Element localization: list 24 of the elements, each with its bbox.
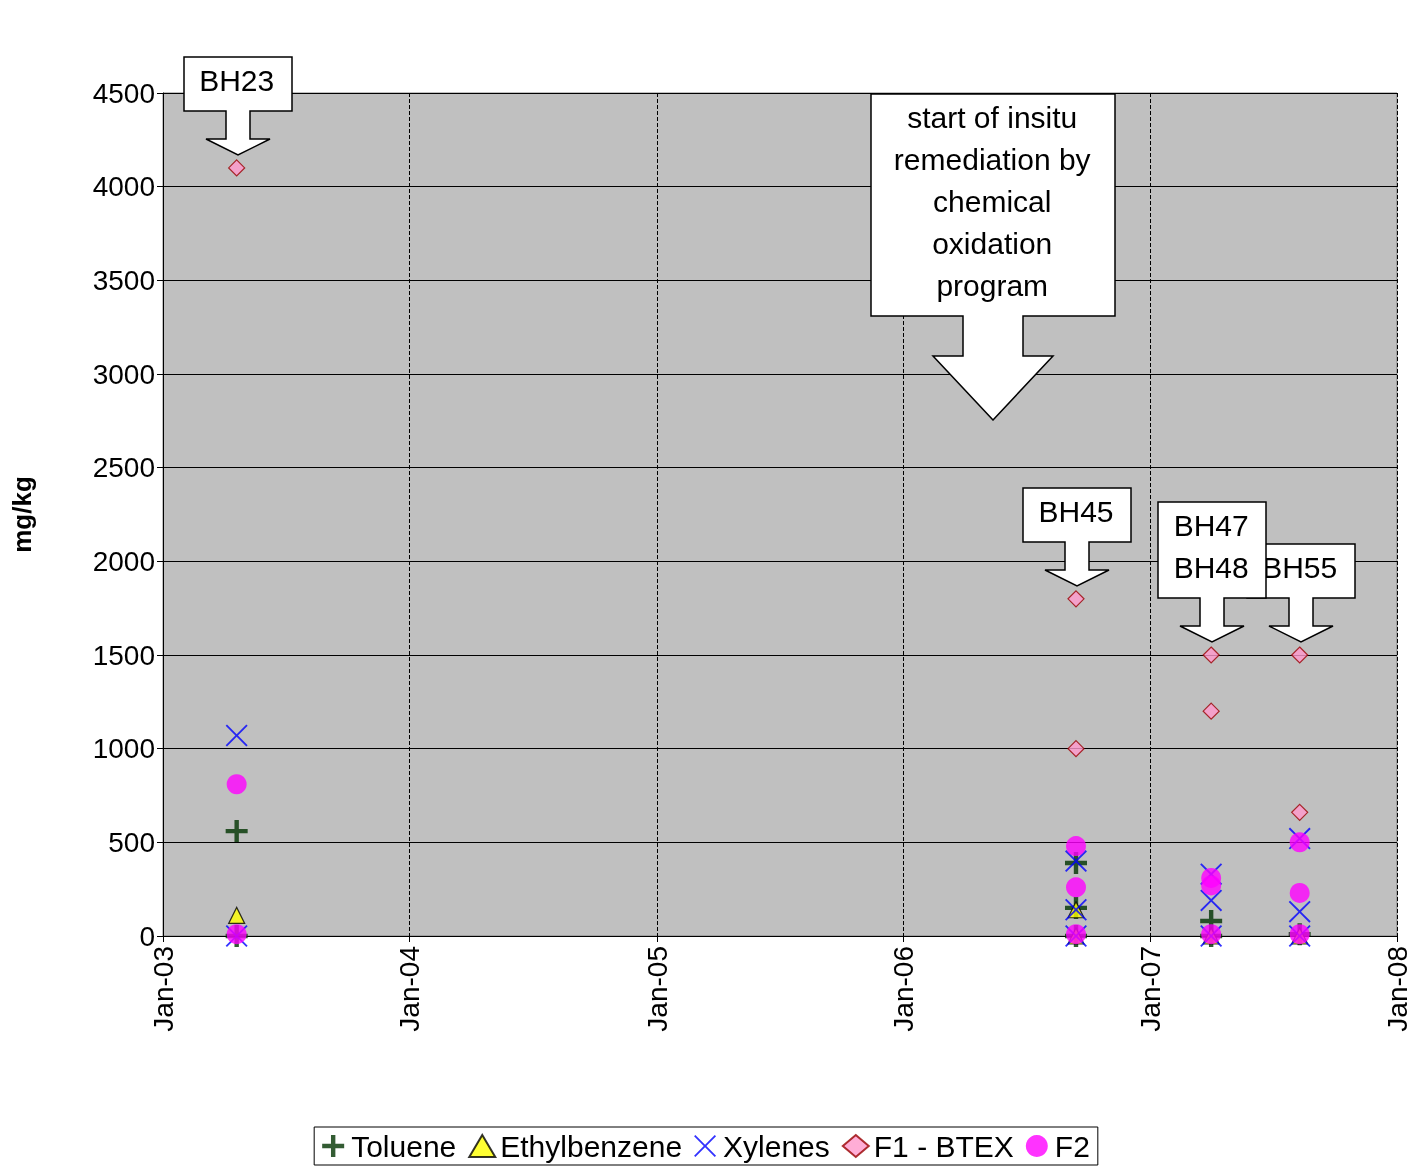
legend-label: F1 - BTEX bbox=[873, 1129, 1014, 1163]
y-tick-label: 3500 bbox=[92, 264, 155, 296]
y-tick-label: 1000 bbox=[92, 733, 155, 765]
y-tick-label: 4000 bbox=[92, 171, 155, 203]
x-tick-label: Jan-08 bbox=[1381, 946, 1412, 1032]
annotation: start of insitu remediation by chemical oxidation program bbox=[892, 99, 1092, 304]
x-tick-label: Jan-06 bbox=[888, 946, 920, 1032]
y-tick-label: 2500 bbox=[92, 452, 155, 484]
annotation: BH23 bbox=[198, 62, 276, 99]
y-tick-label: 500 bbox=[108, 826, 155, 858]
legend-label: F2 bbox=[1054, 1129, 1090, 1163]
y-tick-label: 1500 bbox=[92, 639, 155, 671]
y-tick-label: 3000 bbox=[92, 358, 155, 390]
y-tick-label: 2000 bbox=[92, 545, 155, 577]
x-tick-label: Jan-05 bbox=[641, 946, 673, 1032]
x-tick-label: Jan-07 bbox=[1134, 946, 1166, 1032]
y-tick-label: 4500 bbox=[92, 77, 155, 109]
annotation: BH47 BH48 bbox=[1173, 509, 1249, 584]
legend-label: Ethylbenzene bbox=[500, 1129, 683, 1163]
y-axis-title: mg/kg bbox=[7, 476, 37, 553]
x-tick-label: Jan-04 bbox=[394, 946, 426, 1032]
annotation: BH45 bbox=[1037, 493, 1115, 530]
legend-label: Xylenes bbox=[723, 1129, 830, 1163]
legend-label: Toluene bbox=[351, 1129, 457, 1163]
